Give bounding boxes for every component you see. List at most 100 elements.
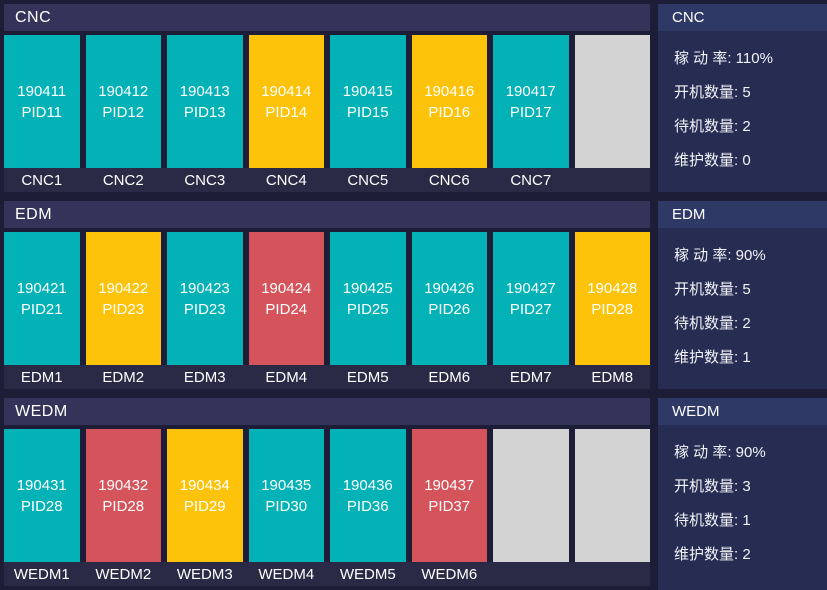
machine-group-section: EDM 190421 PID21 190422 PID23 190423 PID… (4, 201, 650, 389)
machine-card[interactable]: 190413 PID13 (167, 35, 243, 168)
machine-cell: 190424 PID24 (248, 232, 324, 365)
group-header: WEDM (4, 398, 650, 425)
machine-id: 190424 (261, 279, 312, 297)
machine-card[interactable]: 190426 PID26 (411, 232, 487, 365)
stats-panel: CNC 稼 动 率: 110% 开机数量: 5 待机数量: 2 维护数量: 0 EDM… (658, 0, 827, 590)
machine-cell: 190436 PID36 (330, 429, 406, 562)
group-stats-body: 稼 动 率: 110% 开机数量: 5 待机数量: 2 维护数量: 0 (658, 31, 827, 176)
machine-cards-row: 190421 PID21 190422 PID23 190423 PID23 1… (4, 232, 650, 365)
machine-pid: PID26 (428, 300, 471, 318)
stat-row: 稼 动 率: 90% (674, 443, 766, 461)
machine-card[interactable]: 190412 PID12 (85, 35, 161, 168)
machine-label: EDM2 (102, 368, 145, 386)
machine-id: 190417 (505, 82, 556, 100)
stat-row: 稼 动 率: 90% (674, 246, 766, 264)
machine-label: EDM5 (346, 368, 389, 386)
stat-row: 稼 动 率: 110% (674, 49, 773, 67)
machine-card[interactable]: 190435 PID30 (248, 429, 324, 562)
machine-labels-row: WEDM1 WEDM2 WEDM3 WEDM4 WEDM5 WEDM6 (4, 562, 650, 586)
machine-cell: 190428 PID28 (574, 232, 650, 365)
machine-cell: 190411 PID11 (4, 35, 80, 168)
machine-label: CNC6 (428, 171, 470, 189)
machine-label: CNC5 (347, 171, 389, 189)
machine-id: 190421 (16, 279, 67, 297)
machine-card[interactable]: 190425 PID25 (330, 232, 406, 365)
stat-row: 待机数量: 2 (674, 117, 751, 135)
machine-card-empty (493, 429, 569, 562)
machine-pid: PID24 (265, 300, 308, 318)
machine-label (575, 168, 651, 192)
machine-id: 190428 (587, 279, 638, 297)
machine-card[interactable]: 190422 PID23 (85, 232, 161, 365)
machine-card-empty (574, 429, 650, 562)
machine-id: 190414 (261, 82, 312, 100)
machine-card[interactable]: 190436 PID36 (330, 429, 406, 562)
machine-label: CNC7 (510, 171, 552, 189)
machine-pid: PID13 (183, 103, 226, 121)
group-stats-header: CNC (658, 4, 827, 31)
machine-id: 190434 (179, 476, 230, 494)
machine-card[interactable]: 190434 PID29 (167, 429, 243, 562)
machine-pid: PID28 (20, 497, 63, 515)
machine-card[interactable]: 190411 PID11 (4, 35, 80, 168)
machine-cell: 190416 PID16 (411, 35, 487, 168)
machine-card[interactable]: 190432 PID28 (85, 429, 161, 562)
machine-id: 190413 (179, 82, 230, 100)
machine-cell (493, 429, 569, 562)
machine-card[interactable]: 190414 PID14 (248, 35, 324, 168)
machine-id: 190416 (424, 82, 475, 100)
group-title: WEDM (15, 402, 68, 420)
machine-pid: PID27 (509, 300, 552, 318)
machine-cell: 190426 PID26 (411, 232, 487, 365)
machine-card[interactable]: 190431 PID28 (4, 429, 80, 562)
machine-card[interactable]: 190428 PID28 (574, 232, 650, 365)
machine-id: 190432 (98, 476, 149, 494)
group-header: EDM (4, 201, 650, 228)
machine-card[interactable]: 190417 PID17 (493, 35, 569, 168)
machine-cell (574, 35, 650, 168)
machine-pid: PID23 (102, 300, 145, 318)
machine-label: CNC2 (102, 171, 144, 189)
machine-id: 190425 (342, 279, 393, 297)
machine-cell: 190437 PID37 (411, 429, 487, 562)
stat-row: 维护数量: 1 (674, 348, 751, 366)
machine-card[interactable]: 190427 PID27 (493, 232, 569, 365)
machine-id: 190427 (505, 279, 556, 297)
machine-group-section: CNC 190411 PID11 190412 PID12 190413 PID… (4, 4, 650, 192)
machine-label: CNC3 (184, 171, 226, 189)
group-stats-title: CNC (672, 9, 705, 26)
machine-label: CNC1 (21, 171, 63, 189)
machine-card[interactable]: 190424 PID24 (248, 232, 324, 365)
group-header: CNC (4, 4, 650, 31)
group-stats-header: WEDM (658, 398, 827, 425)
machine-id: 190436 (342, 476, 393, 494)
machine-pid: PID37 (428, 497, 471, 515)
stat-row: 待机数量: 2 (674, 314, 751, 332)
machine-pid: PID15 (346, 103, 389, 121)
machine-card-empty (574, 35, 650, 168)
group-stats-section: EDM 稼 动 率: 90% 开机数量: 5 待机数量: 2 维护数量: 1 (658, 201, 827, 389)
machine-id: 190437 (424, 476, 475, 494)
machine-cell (574, 429, 650, 562)
machine-label: WEDM4 (258, 565, 315, 583)
machine-card[interactable]: 190416 PID16 (411, 35, 487, 168)
machine-cell: 190431 PID28 (4, 429, 80, 562)
machine-cell: 190412 PID12 (85, 35, 161, 168)
machine-cell: 190425 PID25 (330, 232, 406, 365)
machine-card[interactable]: 190423 PID23 (167, 232, 243, 365)
machine-cell: 190427 PID27 (493, 232, 569, 365)
machine-pid: PID16 (428, 103, 471, 121)
machine-id: 190426 (424, 279, 475, 297)
group-stats-section: CNC 稼 动 率: 110% 开机数量: 5 待机数量: 2 维护数量: 0 (658, 4, 827, 192)
machine-labels-row: CNC1 CNC2 CNC3 CNC4 CNC5 CNC6 CNC7 (4, 168, 650, 192)
machine-card[interactable]: 190437 PID37 (411, 429, 487, 562)
stat-row: 维护数量: 0 (674, 151, 751, 169)
machine-pid: PID17 (509, 103, 552, 121)
machine-id: 190435 (261, 476, 312, 494)
machine-label: WEDM3 (176, 565, 233, 583)
group-stats-body: 稼 动 率: 90% 开机数量: 5 待机数量: 2 维护数量: 1 (658, 228, 827, 373)
machine-cell: 190422 PID23 (85, 232, 161, 365)
machine-card[interactable]: 190415 PID15 (330, 35, 406, 168)
machine-card[interactable]: 190421 PID21 (4, 232, 80, 365)
